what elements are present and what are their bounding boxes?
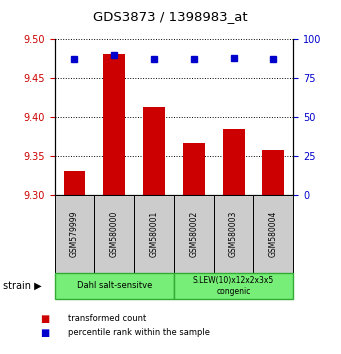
Text: GSM579999: GSM579999 (70, 210, 79, 257)
Text: strain ▶: strain ▶ (3, 281, 42, 291)
Bar (183, 143, 205, 195)
Text: GSM580000: GSM580000 (110, 210, 119, 257)
Text: GSM580004: GSM580004 (269, 210, 278, 257)
Text: GDS3873 / 1398983_at: GDS3873 / 1398983_at (93, 10, 248, 23)
Bar (223, 129, 244, 195)
Text: GSM580002: GSM580002 (189, 211, 198, 257)
Text: percentile rank within the sample: percentile rank within the sample (68, 328, 210, 337)
Text: S.LEW(10)x12x2x3x5
congenic: S.LEW(10)x12x2x3x5 congenic (193, 276, 274, 296)
Text: GSM580003: GSM580003 (229, 210, 238, 257)
Bar (63, 171, 85, 195)
Bar (143, 107, 165, 195)
Bar (103, 54, 125, 195)
Text: ■: ■ (40, 314, 49, 324)
Text: GSM580001: GSM580001 (149, 211, 159, 257)
Text: transformed count: transformed count (68, 314, 146, 323)
Bar (263, 149, 284, 195)
Text: ■: ■ (40, 328, 49, 338)
Text: Dahl salt-sensitve: Dahl salt-sensitve (76, 281, 152, 290)
